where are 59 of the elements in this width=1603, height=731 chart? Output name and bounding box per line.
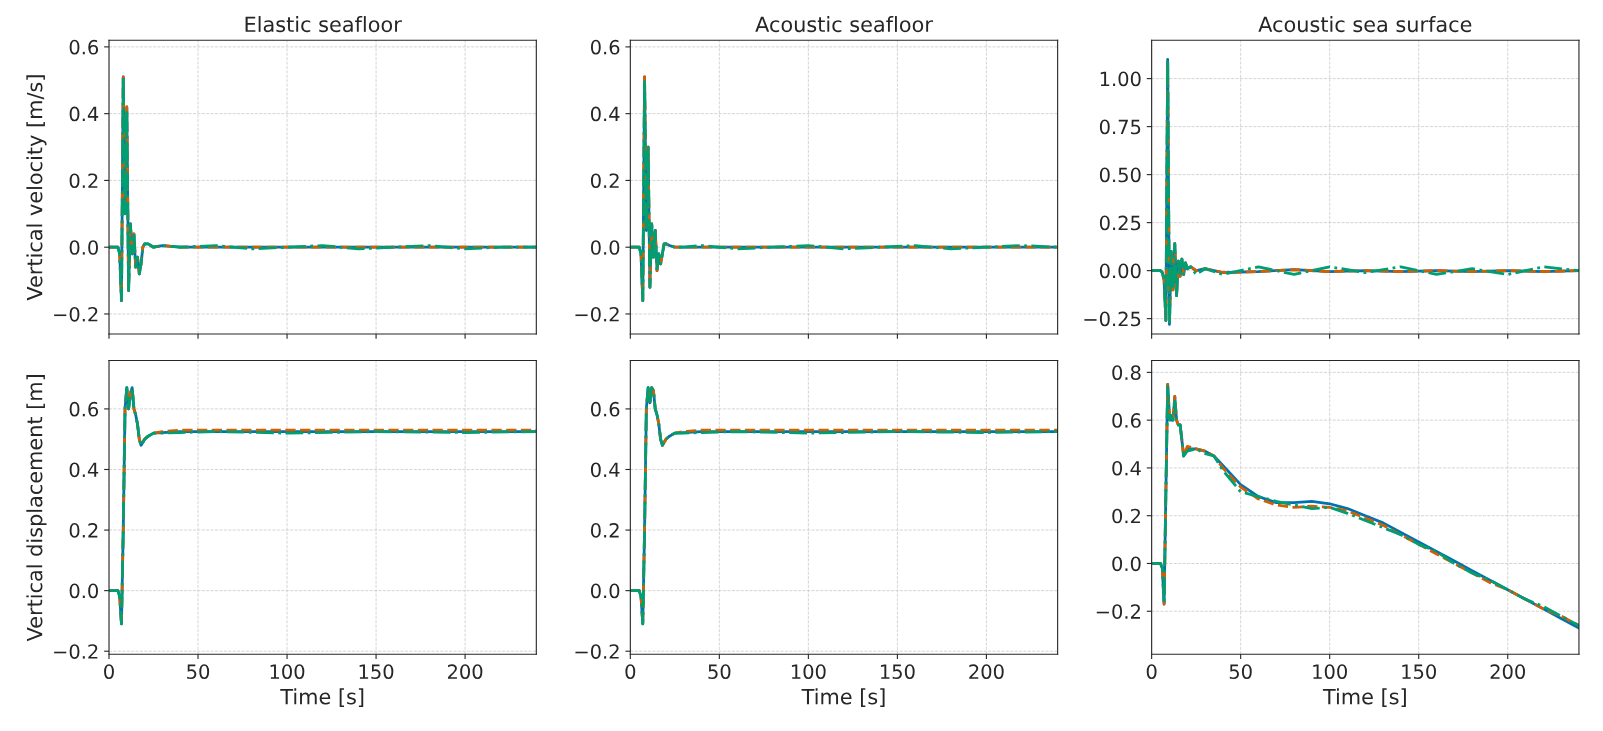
chart-title: Elastic seafloor [245, 16, 402, 33]
x-tick-label: 200 [1490, 664, 1525, 680]
chart-title: Acoustic sea surface [1258, 16, 1472, 33]
y-axis-title: Vertical displacement [m] [26, 375, 47, 642]
y-tick-label: −0.2 [1096, 604, 1140, 619]
y-tick-label: 0.0 [69, 240, 98, 255]
y-tick-label: 0.6 [69, 401, 99, 417]
line-series [1151, 58, 1579, 326]
y-tick-label: 0.0 [1112, 556, 1141, 572]
x-tick-label: 150 [359, 664, 394, 680]
x-axis-title: Time [s] [1322, 688, 1406, 707]
y-tick-label: −0.2 [54, 306, 98, 322]
y-tick-label: 0.2 [590, 523, 619, 538]
y-tick-label: 0.0 [590, 583, 620, 599]
y-tick-label: −0.2 [575, 644, 619, 659]
x-tick-label: 50 [187, 664, 210, 680]
x-tick-label: 150 [1402, 664, 1436, 680]
x-tick-label: 100 [270, 664, 305, 680]
y-tick-label: −0.2 [575, 306, 619, 322]
x-tick-label: 100 [1313, 664, 1347, 680]
y-tick-label: 0.4 [590, 106, 620, 122]
y-tick-label: 0.0 [69, 583, 98, 599]
x-tick-label: 50 [708, 664, 731, 680]
x-tick-label: 200 [447, 664, 483, 680]
y-tick-label: 0.8 [1112, 365, 1141, 381]
y-axis-title: Vertical velocity [m/s] [26, 75, 47, 301]
y-tick-label: 0.6 [1112, 413, 1141, 428]
line-series [109, 386, 537, 626]
y-tick-label: 0.4 [69, 106, 99, 122]
y-tick-label: 0.2 [1112, 508, 1140, 524]
y-tick-label: 0.50 [1099, 167, 1141, 183]
x-tick-label: 150 [880, 664, 915, 680]
x-tick-label: 0 [104, 664, 114, 680]
y-tick-label: 0.75 [1099, 119, 1141, 135]
y-tick-label: 0.25 [1099, 215, 1141, 231]
y-tick-label: −0.2 [54, 644, 98, 659]
y-tick-label: 1.00 [1100, 71, 1141, 87]
x-tick-label: 0 [1146, 664, 1157, 680]
x-tick-label: 50 [1229, 664, 1252, 680]
y-tick-label: 0.6 [590, 39, 620, 55]
y-tick-label: 0.2 [69, 523, 98, 538]
y-tick-label: 0.4 [1112, 460, 1141, 476]
y-tick-label: 0.4 [590, 462, 620, 478]
x-tick-label: 200 [969, 664, 1004, 680]
y-tick-label: 0.4 [69, 462, 99, 478]
y-tick-label: 0.2 [69, 173, 98, 189]
line-series [630, 386, 1058, 626]
y-tick-label: 0.6 [69, 39, 99, 55]
x-tick-label: 0 [625, 664, 636, 680]
x-axis-title: Time [s] [801, 688, 885, 707]
y-tick-label: 0.00 [1099, 263, 1141, 279]
x-axis-title: Time [s] [280, 688, 364, 707]
y-tick-label: 0.2 [590, 173, 619, 189]
line-series [109, 75, 537, 303]
x-tick-label: 100 [791, 664, 826, 680]
chart-title: Acoustic seafloor [755, 16, 933, 33]
y-tick-label: −0.25 [1084, 311, 1141, 327]
y-tick-label: 0.6 [590, 401, 620, 417]
y-tick-label: 0.0 [590, 240, 620, 255]
